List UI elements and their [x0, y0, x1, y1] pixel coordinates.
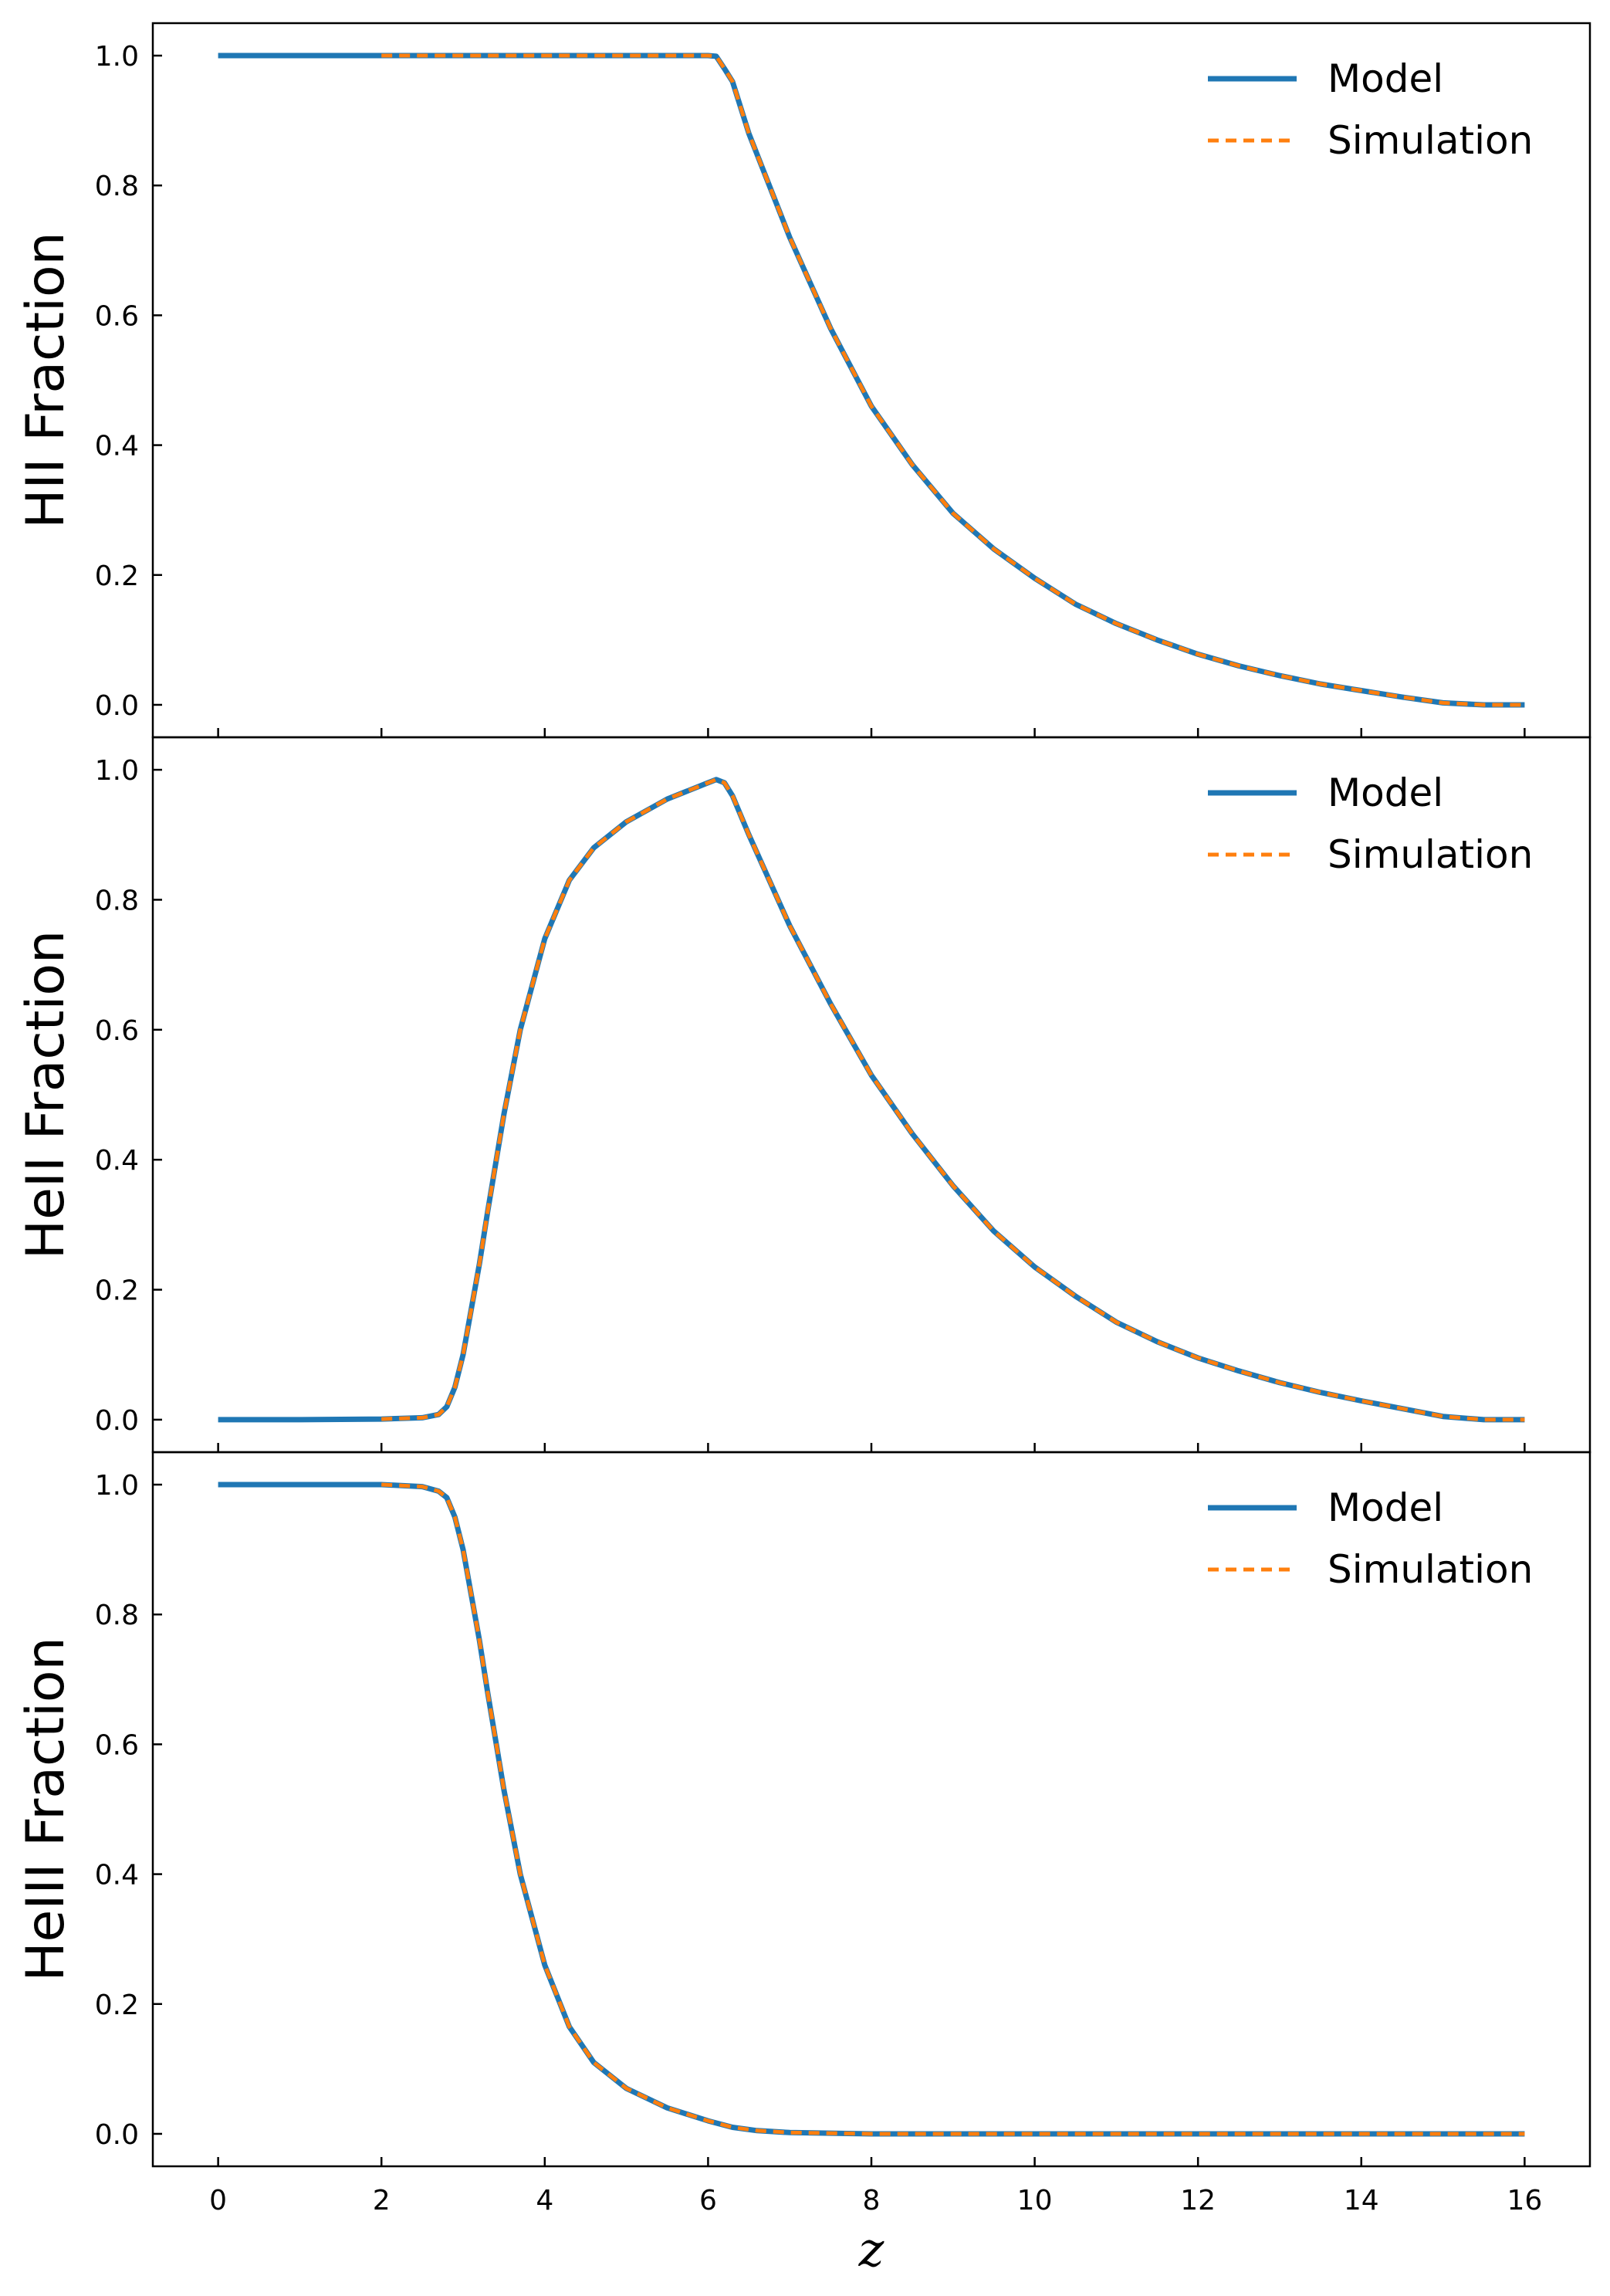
y-tick-label: 0.2: [95, 1990, 139, 2021]
y-tick-label: 0.6: [95, 300, 139, 332]
legend-label-simulation: Simulation: [1328, 832, 1533, 877]
legend-label-model: Model: [1328, 1485, 1443, 1530]
y-tick-label: 0.0: [95, 2119, 139, 2151]
y-tick-label: 0.0: [95, 1405, 139, 1437]
panel-1: 0.0 0.2 0.4 0.6 0.8 1.0 HII Fraction Model Simul…: [15, 22, 1591, 739]
y-axis-label: HII Fraction: [15, 232, 76, 528]
y-tick-label: 0.6: [95, 1015, 139, 1047]
y-tick-label: 1.0: [95, 755, 139, 787]
x-tick-label: 0: [209, 2185, 227, 2216]
panel-2: 0.0 0.2 0.4 0.6 0.8 1.0 HeII Fraction Model Simu…: [15, 736, 1591, 1454]
y-tick-label: 0.0: [95, 690, 139, 722]
series-line-simulation: [381, 777, 1525, 1422]
legend-label-model: Model: [1328, 770, 1443, 815]
y-axis-label: HeII Fraction: [15, 930, 76, 1259]
y-tick-label: 0.2: [95, 1275, 139, 1307]
x-tick-label: 8: [863, 2185, 881, 2216]
series-line-simulation: [381, 53, 1525, 707]
y-tick-label: 0.4: [95, 1145, 139, 1177]
x-tick-label: 6: [699, 2185, 717, 2216]
legend: Model Simulation: [1208, 770, 1533, 877]
legend-label-simulation: Simulation: [1328, 118, 1533, 163]
y-tick-label: 0.2: [95, 560, 139, 592]
x-tick-label: 10: [1017, 2185, 1053, 2216]
y-tick-label: 1.0: [95, 41, 139, 73]
legend-label-model: Model: [1328, 56, 1443, 101]
x-axis-label: z: [858, 2221, 884, 2277]
x-tick-label: 12: [1180, 2185, 1216, 2216]
x-tick-label: 4: [536, 2185, 553, 2216]
y-tick-label: 0.8: [95, 1600, 139, 1631]
y-tick-label: 0.6: [95, 1729, 139, 1761]
legend: Model Simulation: [1208, 56, 1533, 163]
y-tick-label: 0.4: [95, 1860, 139, 1891]
panel-3: 0.0 0.2 0.4 0.6 0.8 1.0 0 2 4 6 8 10 12 14 16 HeIII Fra…: [15, 1451, 1591, 2277]
x-tick-label: 2: [373, 2185, 391, 2216]
y-axis-label: HeIII Fraction: [15, 1637, 76, 1981]
y-tick-label: 0.8: [95, 171, 139, 202]
x-tick-label: 14: [1344, 2185, 1379, 2216]
y-tick-label: 0.4: [95, 431, 139, 462]
y-tick-label: 1.0: [95, 1470, 139, 1502]
y-tick-label: 0.8: [95, 885, 139, 916]
x-tick-label: 16: [1507, 2185, 1542, 2216]
legend-label-simulation: Simulation: [1328, 1547, 1533, 1592]
series-line-simulation: [381, 1482, 1525, 2136]
legend: Model Simulation: [1208, 1485, 1533, 1592]
